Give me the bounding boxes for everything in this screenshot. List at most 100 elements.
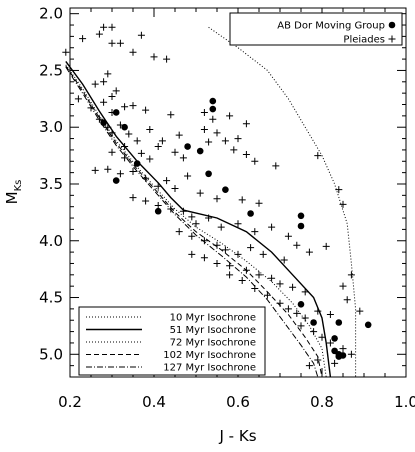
data-point-pleiades-115 xyxy=(343,296,351,304)
data-point-abdor-19 xyxy=(331,335,338,342)
data-point-pleiades-4 xyxy=(79,35,87,43)
data-point-pleiades-122 xyxy=(326,339,334,347)
data-point-pleiades-73 xyxy=(188,213,196,221)
data-point-pleiades-50 xyxy=(230,146,238,154)
data-point-pleiades-37 xyxy=(213,129,221,137)
data-point-pleiades-31 xyxy=(116,121,124,129)
data-point-pleiades-116 xyxy=(356,307,364,315)
data-point-pleiades-56 xyxy=(104,165,112,173)
data-point-pleiades-112 xyxy=(301,314,309,322)
data-point-abdor-16 xyxy=(310,319,317,326)
data-point-pleiades-62 xyxy=(171,185,179,193)
data-point-pleiades-107 xyxy=(251,284,259,292)
data-point-pleiades-123 xyxy=(339,345,347,353)
data-point-pleiades-71 xyxy=(167,205,175,213)
data-point-abdor-4 xyxy=(121,123,128,131)
data-point-pleiades-75 xyxy=(205,214,213,222)
data-point-pleiades-41 xyxy=(108,148,116,156)
data-point-pleiades-117 xyxy=(339,282,347,290)
data-point-pleiades-23 xyxy=(167,111,175,119)
data-point-pleiades-8 xyxy=(129,48,137,56)
data-point-abdor-0 xyxy=(209,97,217,105)
data-point-pleiades-46 xyxy=(171,148,179,156)
data-point-pleiades-25 xyxy=(226,112,234,120)
data-point-abdor-2 xyxy=(112,109,120,116)
data-point-pleiades-45 xyxy=(154,143,162,151)
data-point-pleiades-70 xyxy=(154,202,162,210)
data-point-pleiades-53 xyxy=(272,162,280,170)
data-point-pleiades-124 xyxy=(347,350,355,358)
isochrone-line-0 xyxy=(208,26,357,377)
isochrone-legend-label-1: 51 Myr Isochrone xyxy=(170,325,256,336)
y-tick-label-5: 4.5 xyxy=(39,289,63,307)
y-tick-label-1: 2.5 xyxy=(39,61,63,79)
data-point-abdor-12 xyxy=(247,210,254,217)
data-point-abdor-13 xyxy=(297,212,305,220)
data-point-abdor-1 xyxy=(209,105,217,113)
data-point-pleiades-84 xyxy=(188,232,196,240)
isochrone-legend-label-3: 102 Myr Isochrone xyxy=(163,350,256,361)
data-point-pleiades-97 xyxy=(213,259,221,267)
data-point-pleiades-29 xyxy=(104,123,112,131)
isochrone-legend-label-4: 127 Myr Isochrone xyxy=(163,363,256,374)
data-point-pleiades-21 xyxy=(129,102,137,110)
data-point-pleiades-7 xyxy=(116,39,124,47)
data-point-pleiades-110 xyxy=(284,305,292,313)
scatter-legend-label-1: Pleiades xyxy=(343,35,385,46)
data-point-pleiades-39 xyxy=(121,143,129,151)
data-point-pleiades-104 xyxy=(301,288,309,296)
scatter-legend-marker-circle xyxy=(388,21,396,29)
data-point-pleiades-86 xyxy=(213,241,221,249)
y-tick-label-0: 2.0 xyxy=(39,5,63,23)
x-tick-label-0: 0.2 xyxy=(58,393,82,411)
data-point-pleiades-90 xyxy=(259,250,267,258)
data-point-pleiades-38 xyxy=(234,135,242,143)
data-point-pleiades-14 xyxy=(112,87,120,95)
data-point-pleiades-126 xyxy=(331,359,339,367)
scatter-legend-marker-plus xyxy=(388,35,396,43)
data-point-pleiades-78 xyxy=(251,228,259,236)
data-point-pleiades-57 xyxy=(116,170,124,178)
data-point-pleiades-55 xyxy=(91,166,99,174)
data-point-pleiades-34 xyxy=(158,137,166,145)
data-point-pleiades-10 xyxy=(163,55,171,63)
data-point-pleiades-82 xyxy=(284,232,292,240)
data-point-pleiades-1 xyxy=(100,23,108,31)
y-tick-label-6: 5.0 xyxy=(39,345,63,363)
data-point-pleiades-35 xyxy=(175,131,183,139)
data-point-pleiades-87 xyxy=(221,246,229,254)
data-point-pleiades-64 xyxy=(196,189,204,197)
data-point-pleiades-17 xyxy=(87,104,95,112)
data-point-pleiades-27 xyxy=(242,120,250,128)
data-point-pleiades-79 xyxy=(268,223,276,231)
y-axis-title-main: M xyxy=(3,191,21,204)
data-point-pleiades-105 xyxy=(226,271,234,279)
data-point-pleiades-18 xyxy=(100,98,108,106)
data-point-pleiades-33 xyxy=(146,125,154,133)
data-point-pleiades-58 xyxy=(129,167,137,175)
data-point-pleiades-52 xyxy=(251,157,259,165)
data-point-pleiades-92 xyxy=(293,241,301,249)
data-point-pleiades-102 xyxy=(276,280,284,288)
data-point-pleiades-83 xyxy=(175,228,183,236)
data-point-abdor-17 xyxy=(335,319,343,326)
data-point-pleiades-119 xyxy=(297,322,305,330)
ticks-layer: 0.2 0.4 0.6 0.8 1.0 2.0 2.5 3.0 3.5 4.0 4.5 5.0 xyxy=(39,5,415,411)
data-point-pleiades-54 xyxy=(314,152,322,160)
data-point-pleiades-100 xyxy=(255,271,263,279)
data-point-pleiades-67 xyxy=(255,199,263,207)
data-point-abdor-8 xyxy=(205,170,212,178)
data-point-pleiades-13 xyxy=(100,78,108,86)
data-point-pleiades-93 xyxy=(305,248,313,256)
data-point-pleiades-2 xyxy=(108,23,116,31)
data-point-pleiades-47 xyxy=(179,154,187,162)
data-point-pleiades-81 xyxy=(339,200,347,208)
data-point-pleiades-103 xyxy=(289,283,297,291)
data-point-abdor-11 xyxy=(154,207,162,215)
data-point-pleiades-127 xyxy=(305,362,313,370)
data-point-pleiades-3 xyxy=(95,30,103,38)
data-point-pleiades-60 xyxy=(154,182,162,190)
isochrone-legend-label-0: 10 Myr Isochrone xyxy=(170,313,256,324)
y-tick-label-2: 3.0 xyxy=(39,118,63,136)
y-tick-label-4: 4.0 xyxy=(39,232,63,250)
